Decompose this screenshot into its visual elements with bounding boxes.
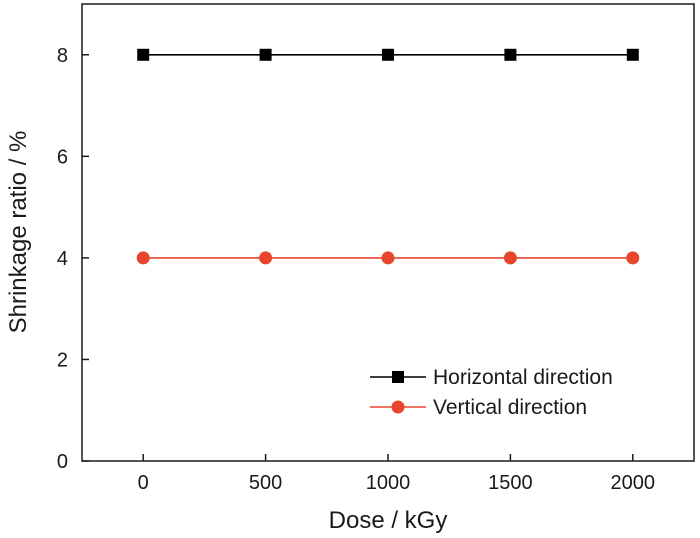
y-axis-title: Shrinkage ratio / %	[5, 131, 32, 334]
legend-marker-circle	[391, 400, 405, 414]
legend: Horizontal direction Vertical direction	[370, 366, 613, 419]
data-point-circle	[259, 251, 273, 265]
x-tick-label: 2000	[611, 472, 656, 494]
x-tick-label: 0	[138, 472, 149, 494]
y-tick-label: 8	[57, 45, 68, 67]
y-tick-label: 0	[57, 451, 68, 473]
data-point-square	[137, 48, 150, 61]
x-axis-title: Dose / kGy	[329, 507, 448, 534]
data-point-circle	[626, 251, 640, 265]
data-point-square	[382, 48, 394, 61]
legend-label: Vertical direction	[433, 396, 587, 419]
y-tick-label: 2	[57, 349, 68, 371]
y-tick-label: 6	[57, 146, 68, 168]
legend-marker-square	[392, 371, 404, 383]
plot-frame	[81, 3, 695, 462]
x-tick-label: 500	[249, 472, 282, 494]
data-point-square	[504, 48, 517, 61]
data-point-circle	[136, 251, 150, 265]
y-axis-ticks: 0 2 4 6 8	[57, 45, 89, 473]
data-point-circle	[503, 251, 517, 265]
data-point-circle	[381, 251, 395, 265]
x-tick-label: 1500	[488, 472, 533, 494]
y-tick-label: 4	[57, 248, 68, 270]
series-layer	[136, 48, 640, 265]
x-tick-label: 1000	[366, 472, 411, 494]
x-axis-ticks: 0 500 1000 1500 2000	[138, 454, 655, 494]
data-point-square	[259, 48, 272, 61]
legend-label: Horizontal direction	[433, 366, 613, 389]
data-point-square	[626, 48, 639, 61]
